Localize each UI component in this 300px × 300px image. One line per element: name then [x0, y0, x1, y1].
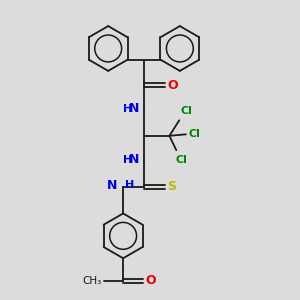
Text: N: N [129, 153, 140, 166]
Text: O: O [146, 274, 156, 287]
Text: N: N [107, 178, 117, 192]
Text: S: S [167, 180, 176, 193]
Text: H: H [124, 180, 134, 190]
Text: O: O [167, 79, 178, 92]
Text: N: N [129, 102, 140, 116]
Text: Cl: Cl [176, 154, 187, 165]
Text: H: H [123, 155, 133, 165]
Text: Cl: Cl [188, 129, 200, 139]
Text: H: H [123, 104, 133, 114]
Text: Cl: Cl [181, 106, 193, 116]
Text: CH₃: CH₃ [82, 276, 102, 286]
